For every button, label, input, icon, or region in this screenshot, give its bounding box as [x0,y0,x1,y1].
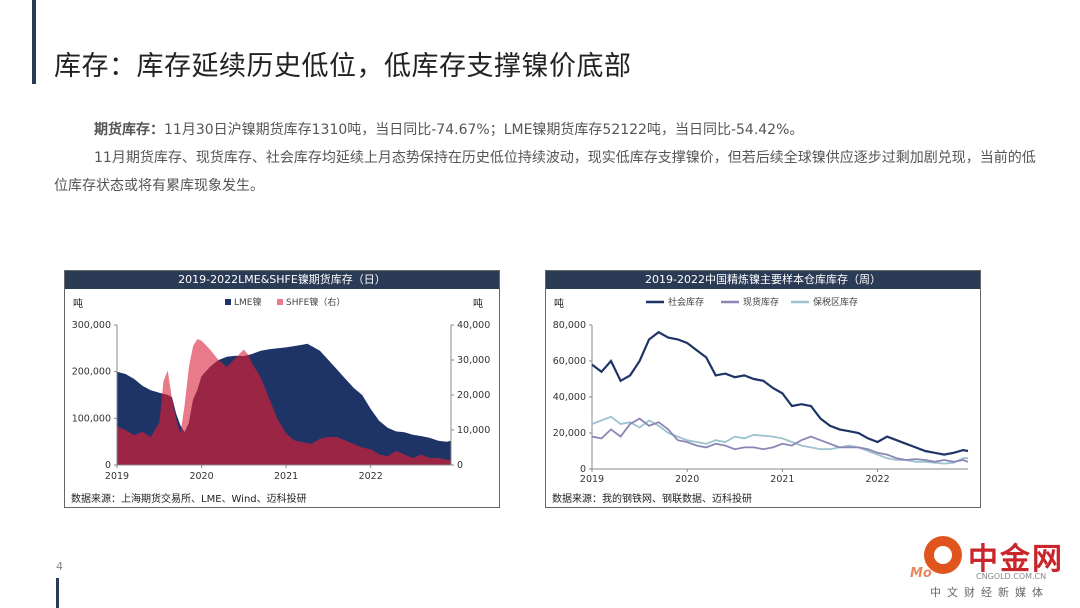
legend-label-2: 保税区库存 [813,296,858,308]
chart-source: 数据来源：我的钢铁网、钢联数据、迈科投研 [552,494,752,505]
series-line-0 [591,330,969,456]
left-axis-unit: 吨 [554,297,564,310]
left-tick-label: 300,000 [72,320,111,331]
page-title: 库存：库存延续历史低位，低库存支撑镍价底部 [54,51,632,82]
legend-label-0: 社会库存 [668,296,704,308]
chart-title: 2019-2022中国精炼镍主要样本仓库库存（周） [546,271,980,289]
legend-swatch-shfe [277,299,283,305]
y-tick-label: 80,000 [553,320,586,331]
paragraph-text: 11月30日沪镍期货库存1310吨，当日同比-74.67%；LME镍期货库存52… [164,122,804,138]
right-tick-label: 40,000 [457,320,490,331]
legend-label-1: 现货库存 [743,296,779,308]
watermark-subtitle: 中文财经新媒体 [930,586,1049,599]
series-line-1 [591,417,969,463]
y-tick-label: 40,000 [553,392,586,403]
paragraph-label: 期货库存： [94,122,164,138]
title-accent-bar [32,0,36,84]
legend-label-shfe: SHFE镍（右） [286,296,345,308]
left-tick-label: 100,000 [72,413,111,424]
y-tick-label: 20,000 [553,428,586,439]
left-tick-label: 0 [105,460,111,471]
footer-accent-bar [56,578,59,608]
warehouse-chart-plot: 吨 社会库存 现货库存 保税区库存 0 20,000 40,000 60,000 80,000 2… [553,296,969,485]
watermark-logo-icon [924,536,962,574]
lme-shfe-inventory-chart: 2019-2022LME&SHFE镍期货库存（日） 吨 吨 LME镍 SHFE镍（右）… [64,270,500,508]
x-tick-label: 2022 [359,471,383,482]
x-tick-label: 2021 [770,474,794,485]
chart-source: 数据来源：上海期货交易所、LME、Wind、迈科投研 [71,494,307,505]
x-tick-label: 2019 [105,471,129,482]
page-number: 4 [56,560,63,573]
paragraph-futures-inventory: 期货库存：11月30日沪镍期货库存1310吨，当日同比-74.67%；LME镍期… [54,116,1044,144]
watermark-overlay-text: Mo [910,566,932,581]
right-tick-label: 0 [457,460,463,471]
paragraph-inventory-summary: 11月期货库存、现货库存、社会库存均延续上月态势保持在历史低位持续波动，现实低库… [54,150,1036,194]
y-tick-label: 0 [580,464,586,475]
watermark-url: CNGOLD.COM.CN [976,572,1047,581]
x-tick-label: 2021 [274,471,298,482]
series-line-2 [591,415,968,465]
right-axis-unit: 吨 [473,297,483,310]
x-tick-label: 2019 [580,474,604,485]
left-axis-unit: 吨 [73,297,83,310]
legend-label-lme: LME镍 [234,296,261,308]
chart-title: 2019-2022LME&SHFE镍期货库存（日） [65,271,499,289]
left-tick-label: 200,000 [72,367,111,378]
x-tick-label: 2020 [675,474,699,485]
right-tick-label: 20,000 [457,390,490,401]
lme-shfe-chart-plot: 吨 吨 LME镍 SHFE镍（右） 0 100,000 200,000 300,000 0 10,… [72,296,491,482]
nickel-warehouse-inventory-chart: 2019-2022中国精炼镍主要样本仓库库存（周） 吨 社会库存 现货库存 保税区库存… [545,270,981,508]
watermark: 中金网 CNGOLD.COM.CN 中文财经新媒体 Mo [910,532,1070,602]
legend-swatch-lme [225,299,231,305]
y-tick-label: 60,000 [553,356,586,367]
watermark-name: 中金网 [968,542,1064,577]
x-tick-label: 2020 [189,471,213,482]
x-tick-label: 2022 [865,474,889,485]
right-tick-label: 30,000 [457,355,490,366]
right-tick-label: 10,000 [457,425,490,436]
